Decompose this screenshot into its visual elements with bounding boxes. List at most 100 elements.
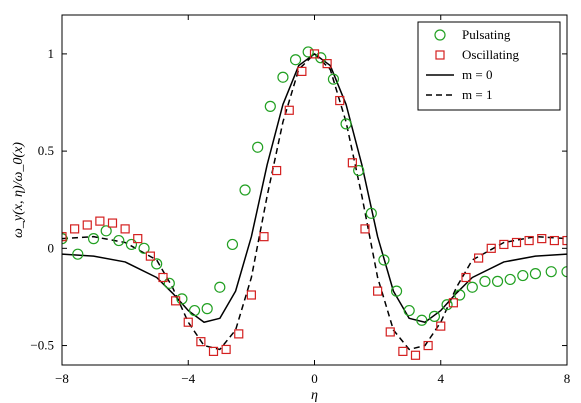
y-tick-label: −0.5 (30, 338, 54, 353)
pulsating-point (545, 266, 557, 278)
pulsating-point (428, 310, 441, 322)
pulsating-point (327, 73, 340, 85)
pulsating-point (491, 275, 504, 287)
oscillating-point (158, 272, 168, 283)
oscillating-point (70, 224, 80, 234)
legend-label: m = 0 (462, 67, 492, 82)
oscillating-point (360, 224, 370, 234)
oscillating-point (423, 340, 433, 351)
pulsating-point (100, 225, 112, 237)
oscillating-point (335, 95, 345, 106)
pulsating-point (529, 268, 542, 280)
y-axis-label: ω_y(x, η)/ω_0(x) (11, 142, 26, 238)
oscillating-point (95, 216, 105, 226)
pulsating-point (226, 238, 239, 251)
pulsating-point (163, 277, 175, 289)
pulsating-point (113, 234, 125, 247)
pulsating-point (353, 164, 365, 177)
oscillating-point (183, 317, 193, 327)
pulsating-point (214, 281, 226, 293)
pulsating-point (504, 273, 516, 286)
oscillating-point (385, 327, 395, 337)
x-tick-label: −8 (55, 371, 69, 386)
pulsating-point (390, 285, 403, 297)
legend-symbol-square (435, 50, 445, 60)
oscillating-point (208, 346, 219, 356)
y-tick-label: 0.5 (38, 143, 54, 158)
ticks-layer: −8 −4 0 4 8 −0.5 0 0.5 1 (30, 15, 570, 386)
oscillating-point (145, 251, 155, 261)
oscillating-point (246, 290, 256, 300)
pulsating-point (125, 238, 138, 251)
oscillating-point (133, 234, 143, 244)
oscillating-point (448, 298, 458, 308)
pulsating-point (365, 207, 377, 219)
oscillating-point (297, 66, 307, 76)
oscillating-point (474, 253, 484, 263)
oscillating-point (234, 329, 244, 339)
oscillating-point (373, 286, 383, 296)
oscillating-point (272, 165, 282, 176)
pulsating-point (517, 269, 529, 282)
pulsating-point (138, 242, 150, 254)
oscillating-point (499, 239, 509, 250)
legend-label: Oscillating (462, 47, 520, 62)
pulsating-point (403, 304, 415, 317)
x-tick-label: 8 (564, 371, 571, 386)
oscillating-point (562, 235, 567, 246)
pulsating-point (340, 118, 352, 130)
pulsating-point (479, 275, 491, 287)
pulsating-point (466, 281, 478, 293)
oscillating-point (120, 224, 130, 234)
x-tick-label: 4 (438, 371, 445, 386)
pulsating-point (188, 304, 201, 317)
oscillating-point (196, 337, 206, 347)
oscillating-point (537, 234, 547, 244)
oscillating-point (347, 158, 357, 168)
oscillating-point (322, 59, 332, 69)
oscillating-point (410, 350, 421, 360)
y-tick-label: 0 (48, 240, 55, 255)
pulsating-point (561, 266, 567, 278)
oscillating-point (309, 49, 320, 59)
legend: Pulsating Oscillating m = 0 m = 1 (417, 21, 561, 111)
y-tick-label: 1 (48, 46, 55, 61)
pulsating-point (289, 54, 302, 66)
pulsating-point (416, 314, 428, 326)
pulsating-point (239, 184, 251, 196)
oscillating-point (436, 321, 446, 331)
oscillating-point (259, 232, 269, 242)
pulsating-point (302, 46, 314, 58)
oscillating-point (107, 218, 118, 228)
pulsating-point (252, 141, 264, 153)
x-tick-label: 0 (311, 371, 318, 386)
oscillating-point (284, 105, 294, 115)
oscillating-point (486, 243, 496, 253)
oscillating-point (461, 272, 471, 283)
pulsating-point (454, 289, 466, 301)
pulsating-point (277, 71, 289, 83)
series-layer (62, 46, 567, 360)
pulsating-point (176, 293, 188, 305)
x-tick-label: −4 (181, 371, 195, 386)
oscillating-point (82, 220, 92, 230)
oscillating-point (171, 296, 181, 306)
pulsating-point (201, 303, 213, 315)
legend-symbol-circle (434, 29, 446, 41)
x-axis-label: η (311, 388, 318, 403)
pulsating-point (72, 248, 84, 260)
oscillating-point (511, 237, 522, 248)
oscillating-point (398, 346, 408, 356)
oscillating-point (524, 235, 534, 246)
pulsating-point (264, 100, 276, 112)
legend-label: m = 1 (462, 87, 492, 102)
legend-label: Pulsating (462, 27, 511, 42)
pulsating-point (151, 258, 163, 270)
pulsating-point (62, 233, 68, 245)
oscillating-point (221, 344, 231, 355)
oscillating-point (549, 235, 559, 246)
pulsating-point (378, 254, 390, 266)
pulsating-point (87, 233, 100, 245)
pulsating-point (441, 299, 453, 311)
